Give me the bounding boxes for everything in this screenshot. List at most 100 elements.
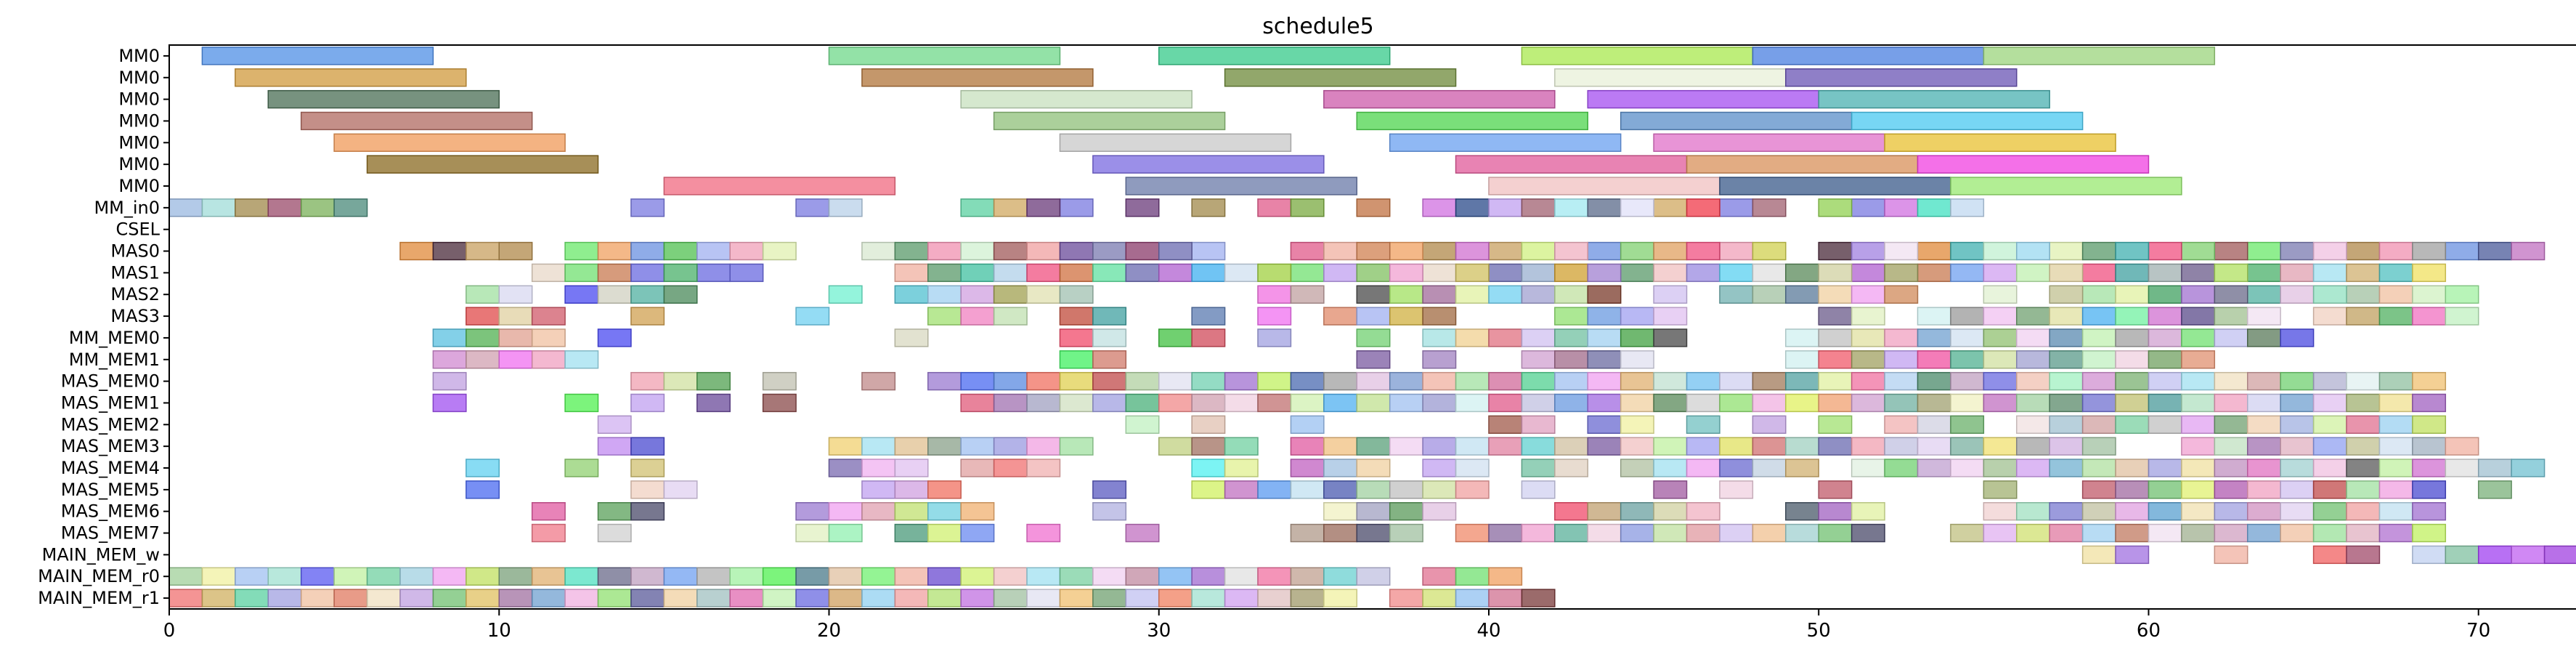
- task-block: [1158, 328, 1192, 347]
- task-block: [2016, 307, 2050, 326]
- x-tick-label: 0: [163, 620, 176, 642]
- task-bar: [1356, 111, 1589, 131]
- task-block: [2049, 371, 2084, 391]
- task-block: [2081, 545, 2116, 565]
- task-block: [1884, 459, 1919, 477]
- task-block: [1455, 328, 1490, 347]
- task-block: [2214, 459, 2248, 477]
- task-block: [1620, 523, 1654, 543]
- task-block: [894, 480, 929, 499]
- task-block: [498, 567, 533, 586]
- task-block: [466, 350, 500, 369]
- task-block: [1026, 459, 1061, 477]
- task-block: [2181, 393, 2216, 413]
- task-block: [1850, 241, 1885, 261]
- task-block: [1818, 198, 1853, 217]
- task-block: [2148, 459, 2182, 477]
- task-block: [1653, 393, 1688, 413]
- y-tick-label: MM0: [118, 176, 160, 196]
- task-block: [300, 198, 335, 217]
- task-block: [663, 480, 698, 499]
- task-block: [828, 502, 863, 521]
- task-block: [2181, 523, 2216, 543]
- task-block: [2346, 307, 2381, 326]
- task-block: [1257, 589, 1292, 607]
- task-block: [1125, 263, 1160, 283]
- task-block: [993, 589, 1028, 607]
- task-block: [1983, 523, 2018, 543]
- task-block: [2115, 480, 2150, 499]
- y-tick-label: MAS_MEM1: [61, 392, 160, 413]
- task-block: [2412, 371, 2447, 391]
- task-block: [1818, 241, 1853, 261]
- task-block: [894, 502, 929, 521]
- task-block: [1587, 371, 1622, 391]
- task-block: [1158, 437, 1192, 456]
- task-block: [1125, 393, 1160, 413]
- task-block: [1521, 415, 1556, 434]
- y-tick-label: MAS3: [110, 306, 160, 326]
- task-block: [1422, 328, 1457, 347]
- task-block: [531, 567, 566, 586]
- task-block: [2445, 241, 2479, 261]
- task-block: [2115, 545, 2150, 565]
- task-block: [333, 567, 368, 586]
- task-block: [1950, 350, 1985, 369]
- task-block: [2148, 285, 2182, 304]
- task-block: [861, 589, 896, 607]
- task-block: [1587, 263, 1622, 283]
- task-block: [1290, 285, 1325, 304]
- task-block: [2148, 480, 2182, 499]
- task-block: [894, 589, 929, 607]
- task-block: [1455, 480, 1490, 499]
- task-block: [1191, 589, 1226, 607]
- task-block: [1026, 241, 1061, 261]
- task-block: [1785, 437, 1819, 456]
- task-block: [1290, 263, 1325, 283]
- x-axis: 0 10 20 30 40 50 60 70: [163, 609, 2490, 642]
- task-block: [2511, 241, 2545, 261]
- task-block: [1026, 263, 1061, 283]
- task-block: [2081, 241, 2116, 261]
- task-block: [663, 371, 698, 391]
- task-block: [1224, 459, 1259, 477]
- task-block: [2412, 415, 2447, 434]
- task-block: [531, 350, 566, 369]
- task-block: [1917, 328, 1951, 347]
- task-block: [2346, 480, 2381, 499]
- task-block: [1850, 371, 1885, 391]
- task-block: [2115, 263, 2150, 283]
- task-block: [1125, 567, 1160, 586]
- task-block: [1290, 371, 1325, 391]
- task-block: [2181, 502, 2216, 521]
- task-block: [2247, 328, 2281, 347]
- task-block: [1290, 523, 1325, 543]
- task-block: [2016, 241, 2050, 261]
- task-block: [663, 241, 698, 261]
- task-block: [1389, 393, 1423, 413]
- task-block: [1752, 263, 1787, 283]
- task-block: [2016, 437, 2050, 456]
- task-block: [1059, 198, 1094, 217]
- task-block: [466, 480, 500, 499]
- task-block: [1850, 328, 1885, 347]
- task-block: [1059, 285, 1094, 304]
- task-block: [1521, 459, 1556, 477]
- task-block: [1587, 437, 1622, 456]
- task-block: [1323, 459, 1358, 477]
- y-tick-label: MM0: [118, 89, 160, 110]
- task-block: [1191, 437, 1226, 456]
- task-block: [2148, 502, 2182, 521]
- task-block: [960, 437, 995, 456]
- task-block: [2346, 437, 2381, 456]
- task-bar: [1059, 133, 1292, 152]
- task-bar: [1224, 68, 1457, 87]
- task-block: [1389, 480, 1423, 499]
- task-block: [2214, 480, 2248, 499]
- task-block: [828, 567, 863, 586]
- task-block: [993, 393, 1028, 413]
- x-tick-label: 50: [1807, 620, 1831, 642]
- task-block: [729, 241, 764, 261]
- task-block: [2115, 415, 2150, 434]
- task-block: [2346, 371, 2381, 391]
